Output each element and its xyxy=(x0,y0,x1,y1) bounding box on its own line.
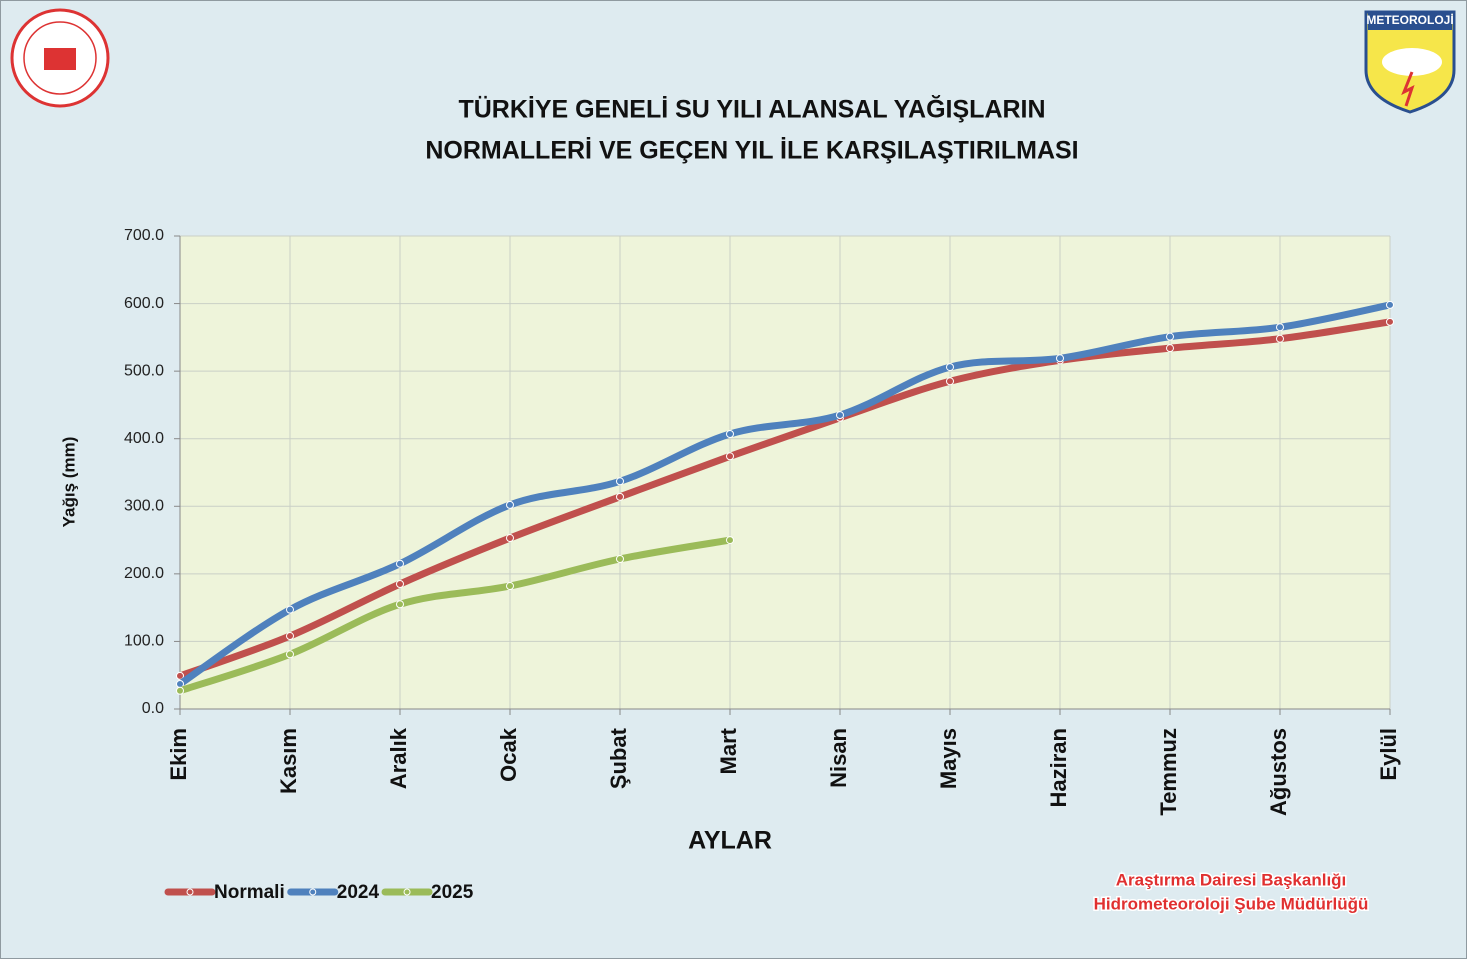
series-marker xyxy=(1166,332,1174,341)
series-marker xyxy=(286,650,294,659)
series-marker xyxy=(1386,317,1394,326)
series-line xyxy=(176,536,734,695)
y-tick-label: 700.0 xyxy=(124,227,164,244)
legend-label: 2025 xyxy=(431,882,474,903)
series-marker xyxy=(616,477,624,486)
chart-title: NORMALLERİ VE GEÇEN YIL İLE KARŞILAŞTIRI… xyxy=(425,137,1078,165)
x-tick-label: Haziran xyxy=(1046,728,1071,807)
x-tick-label: Ocak xyxy=(496,727,521,782)
footer-text: Hidrometeoroloji Şube Müdürlüğü xyxy=(1094,894,1369,913)
series-marker xyxy=(1386,300,1394,309)
series-marker xyxy=(836,411,844,420)
meteoroloji-logo: METEOROLOJİ xyxy=(1364,10,1456,114)
y-tick-label: 0.0 xyxy=(142,700,164,717)
series-marker xyxy=(506,534,514,543)
series-line xyxy=(176,301,1394,688)
series-marker xyxy=(726,536,734,545)
series-marker xyxy=(616,554,624,563)
series-marker xyxy=(1276,334,1284,343)
y-tick-label: 100.0 xyxy=(124,633,164,650)
x-tick-label: Ekim xyxy=(166,728,191,781)
footer-text: Araştırma Dairesi Başkanlığı xyxy=(1116,870,1347,889)
series-marker xyxy=(1276,323,1284,332)
series-line xyxy=(176,318,1394,680)
chart-title: TÜRKİYE GENELİ SU YILI ALANSAL YAĞIŞLARI… xyxy=(458,95,1045,124)
series-marker xyxy=(726,429,734,438)
series-marker xyxy=(726,452,734,461)
y-tick-label: 400.0 xyxy=(124,430,164,447)
y-axis-label: Yağış (mm) xyxy=(59,437,78,528)
y-tick-label: 600.0 xyxy=(124,295,164,312)
series-marker xyxy=(396,579,404,588)
legend-label: Normali xyxy=(214,882,285,903)
series-marker xyxy=(176,671,184,680)
y-tick-label: 200.0 xyxy=(124,565,164,582)
y-tick-label: 500.0 xyxy=(124,362,164,379)
x-tick-label: Temmuz xyxy=(1156,728,1181,816)
x-tick-label: Nisan xyxy=(826,728,851,788)
legend-marker xyxy=(186,888,194,896)
x-tick-label: Eylül xyxy=(1376,728,1401,781)
series-marker xyxy=(1056,354,1064,363)
x-axis-label: AYLAR xyxy=(688,827,772,855)
series-marker xyxy=(616,492,624,501)
series-marker xyxy=(396,559,404,568)
series-marker xyxy=(286,605,294,614)
x-tick-label: Mart xyxy=(716,727,741,774)
x-tick-label: Şubat xyxy=(606,727,631,789)
x-tick-label: Ağustos xyxy=(1266,728,1291,816)
plot-area xyxy=(180,236,1390,709)
series-marker xyxy=(396,600,404,609)
series-marker xyxy=(946,377,954,386)
logo-text: METEOROLOJİ xyxy=(1366,12,1453,27)
series-marker xyxy=(176,686,184,695)
series-marker xyxy=(946,363,954,372)
legend-label: 2024 xyxy=(337,882,380,903)
x-tick-label: Kasım xyxy=(276,728,301,794)
series-marker xyxy=(506,582,514,591)
legend-marker xyxy=(309,888,317,896)
legend-marker xyxy=(403,888,411,896)
series-marker xyxy=(506,500,514,509)
x-tick-label: Mayıs xyxy=(936,728,961,789)
seal-logo xyxy=(10,8,110,108)
y-tick-label: 300.0 xyxy=(124,498,164,515)
series-marker xyxy=(286,632,294,641)
x-tick-label: Aralık xyxy=(386,727,411,789)
series-marker xyxy=(1166,344,1174,353)
